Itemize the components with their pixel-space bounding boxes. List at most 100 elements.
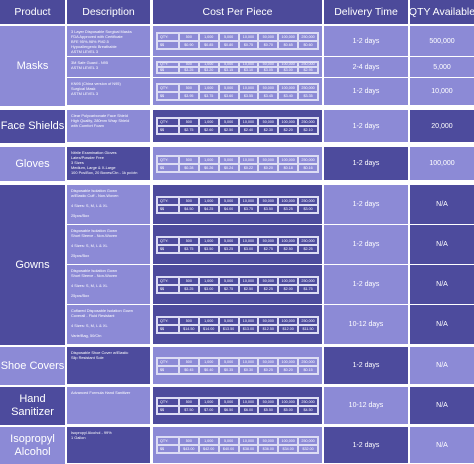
qty-cell: QTY: <box>157 33 179 41</box>
price-cell: $3.00 <box>238 244 259 253</box>
header-qty: QTY Available <box>410 0 474 24</box>
price-cell: $3.75 <box>178 244 199 253</box>
description-line: Varie/Bag, 50/Ctn <box>71 333 102 338</box>
price-cell: $3.95 <box>178 91 199 100</box>
description-line: Disposable Isolation Gown <box>71 228 118 233</box>
description-cell: Disposable Shoe Cover w/Elastic Slip Resi… <box>67 347 150 384</box>
description-cell: Clear Polycarbonate Face Shield High Qual… <box>67 110 150 142</box>
description-line: FDA Approved with Certificate <box>71 34 123 39</box>
qty-cell: 500 <box>178 276 199 285</box>
qty-cell: 1,000 <box>198 83 219 92</box>
qty-cell: 5,000 <box>218 437 239 445</box>
price-cell: $$ <box>157 163 179 172</box>
qty-cell: 500 <box>178 33 199 41</box>
price-cell: $3.15 <box>218 67 239 73</box>
price-cell: $0.18 <box>278 163 299 172</box>
qty-available-cell: 20,000 <box>410 110 474 142</box>
price-cell: $2.40 <box>238 126 259 134</box>
description-line: Latex/Powder Free <box>71 155 104 160</box>
qty-cell: 50,000 <box>258 316 279 325</box>
price-cell: $0.45 <box>178 365 199 374</box>
qty-cell: 50,000 <box>258 236 279 245</box>
price-cell: $3.45 <box>258 91 279 100</box>
price-row: $$ $7.50 $7.00 $6.50 $6.00 $5.50 $5.00 $4.50 <box>157 405 318 414</box>
price-cell: $0.75 <box>238 41 259 49</box>
price-cell: $14.00 <box>198 324 219 333</box>
price-cell: $3.00 <box>198 284 219 293</box>
price-cell: $$ <box>157 91 179 100</box>
price-cell: $2.50 <box>218 126 239 134</box>
description-line: Hypoallergenic Breathable <box>71 44 117 49</box>
qty-cell: 500 <box>178 316 199 325</box>
cost-cell: QTY: 500 1,000 5,000 10,000 50,000 100,000 250,… <box>153 305 322 344</box>
qty-cell: 250,000 <box>298 236 318 245</box>
qty-available-cell: N/A <box>410 225 474 264</box>
header-delivery: Delivery Time <box>324 0 408 24</box>
price-row: $$ $43.00 $42.00 $40.00 $38.00 $36.00 $34.00 $3… <box>157 445 318 453</box>
qty-cell: 100,000 <box>278 316 299 325</box>
description-line: Short Sleeve - Non-Woven <box>71 273 118 278</box>
price-cell: $0.30 <box>238 365 259 374</box>
qty-cell: 50,000 <box>258 397 279 406</box>
cost-cell: QTY: 500 1,000 5,000 10,000 50,000 100,000 250,… <box>153 225 322 264</box>
price-cell: $$ <box>157 284 179 293</box>
qty-cell: QTY: <box>157 357 179 366</box>
qty-cell: 100,000 <box>278 83 299 92</box>
description-line: Medium, Large & X-Large <box>71 165 116 170</box>
price-row: $$ $2.75 $2.60 $2.50 $2.40 $2.30 $2.20 $2.10 <box>157 126 318 134</box>
qty-row: QTY: 500 1,000 5,000 10,000 50,000 100,000 250,… <box>157 357 318 366</box>
qty-cell: 500 <box>178 196 199 205</box>
qty-cell: QTY: <box>157 61 179 67</box>
price-cell: $0.40 <box>198 365 219 374</box>
qty-cell: 5,000 <box>218 397 239 406</box>
qty-cell: 500 <box>178 61 199 67</box>
qty-available-cell: N/A <box>410 265 474 304</box>
price-cell: $6.00 <box>238 405 259 414</box>
qty-cell: 50,000 <box>258 276 279 285</box>
qty-cell: 250,000 <box>298 61 318 67</box>
price-cell: $3.50 <box>198 244 219 253</box>
description-cell: KN95 (China version of N95) Surgical Mask… <box>67 78 150 105</box>
qty-cell: 100,000 <box>278 397 299 406</box>
qty-cell: 10,000 <box>238 316 259 325</box>
qty-cell: 100,000 <box>278 155 299 164</box>
description-line: 4 Sizes: S, M, L & XL <box>71 323 108 328</box>
price-row: $$ $4.50 $4.25 $4.00 $3.75 $3.50 $3.25 $3.00 <box>157 204 318 213</box>
description-line: 4 Sizes: S, M, L & XL <box>71 203 108 208</box>
price-row: $$ $0.28 $0.26 $0.24 $0.22 $0.20 $0.18 $0.16 <box>157 163 318 172</box>
qty-cell: 1,000 <box>198 33 219 41</box>
price-cell: $0.65 <box>278 41 299 49</box>
qty-cell: QTY: <box>157 83 179 92</box>
qty-cell: 50,000 <box>258 83 279 92</box>
qty-row: QTY: 500 1,000 5,000 10,000 50,000 100,000 250,… <box>157 33 318 41</box>
qty-cell: 1,000 <box>198 236 219 245</box>
qty-row: QTY: 500 1,000 5,000 10,000 50,000 100,000 250,… <box>157 155 318 164</box>
description-cell: Advanced Formula Hand Sanitizer <box>67 387 150 424</box>
price-cell: $3.25 <box>178 67 199 73</box>
description-line: ASTM LEVEL 3 <box>71 91 99 96</box>
price-cell: $0.20 <box>278 365 299 374</box>
qty-cell: 1,000 <box>198 155 219 164</box>
qty-cell: 50,000 <box>258 437 279 445</box>
qty-cell: 500 <box>178 236 199 245</box>
price-cell: $2.50 <box>278 244 299 253</box>
qty-cell: 250,000 <box>298 276 318 285</box>
qty-cell: QTY: <box>157 316 179 325</box>
price-cell: $$ <box>157 126 179 134</box>
price-row: $$ $3.25 $3.20 $3.15 $3.10 $3.05 $3.00 $2.95 <box>157 67 318 73</box>
description-line: Disposable Isolation Gown <box>71 268 118 273</box>
qty-cell: 250,000 <box>298 316 318 325</box>
qty-cell: 1,000 <box>198 276 219 285</box>
delivery-cell: 1-2 days <box>324 110 408 142</box>
qty-cell: 250,000 <box>298 357 318 366</box>
price-cell: $3.25 <box>178 284 199 293</box>
description-line: 1 Gallon <box>71 435 86 440</box>
cost-cell: QTY: 500 1,000 5,000 10,000 50,000 100,000 250,… <box>153 265 322 304</box>
price-cell: $4.50 <box>178 204 199 213</box>
qty-cell: 10,000 <box>238 397 259 406</box>
qty-cell: 5,000 <box>218 316 239 325</box>
qty-cell: 10,000 <box>238 357 259 366</box>
price-cell: $0.80 <box>218 41 239 49</box>
qty-row: QTY: 500 1,000 5,000 10,000 50,000 100,000 250,… <box>157 61 318 67</box>
price-cell: $0.90 <box>178 41 199 49</box>
